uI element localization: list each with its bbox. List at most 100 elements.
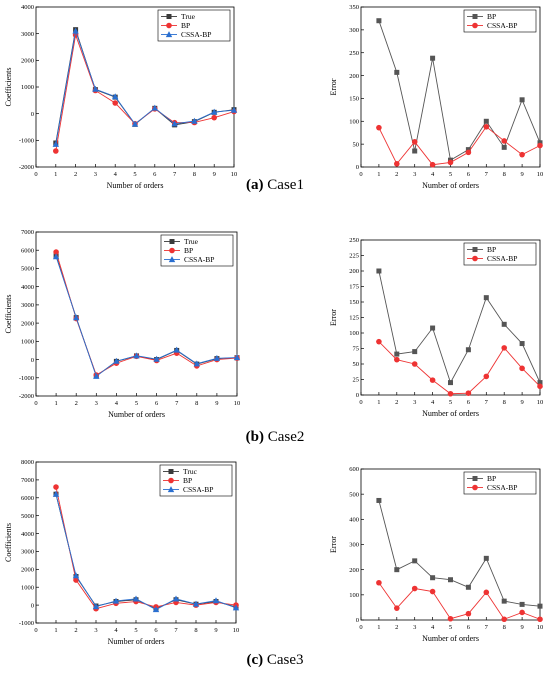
data-point — [376, 124, 382, 131]
data-point — [171, 120, 178, 127]
legend-marker — [167, 486, 175, 493]
y-tick-label: 400 — [349, 517, 359, 524]
data-point — [465, 347, 471, 353]
data-point — [133, 352, 140, 359]
data-point — [501, 321, 507, 327]
legend-label: BP — [183, 476, 192, 485]
y-tick-label: -1000 — [19, 375, 34, 382]
caption-case3: (c) Case3 — [0, 652, 550, 669]
data-point — [191, 117, 198, 124]
x-tick-label: 4 — [431, 171, 435, 178]
x-tick-label: 9 — [214, 627, 217, 634]
data-point — [73, 314, 80, 321]
y-tick-label: 200 — [349, 268, 359, 275]
legend-marker — [472, 476, 478, 481]
x-tick-label: 3 — [413, 171, 416, 178]
data-point — [173, 346, 180, 353]
y-tick-label: 0 — [31, 111, 34, 118]
data-point — [153, 355, 160, 362]
x-tick-label: 8 — [195, 400, 198, 407]
legend-marker — [472, 255, 478, 262]
x-axis-label: Number of orders — [422, 634, 479, 643]
data-point — [53, 484, 59, 490]
x-tick-label: 8 — [503, 171, 506, 178]
legend-box — [463, 471, 537, 495]
legend-label: True — [181, 12, 196, 21]
data-point — [193, 360, 200, 367]
x-tick-label: 2 — [395, 171, 398, 178]
y-tick-label: 200 — [349, 567, 359, 574]
x-tick-label: 10 — [537, 171, 544, 178]
x-tick-label: 0 — [359, 624, 362, 631]
y-tick-label: 175 — [349, 284, 359, 291]
y-tick-label: -2000 — [19, 393, 34, 400]
y-tick-label: 5000 — [21, 266, 34, 273]
legend-marker — [472, 484, 478, 491]
series-cssa-bp — [52, 253, 241, 379]
data-point — [53, 249, 59, 255]
data-point — [465, 584, 471, 590]
caption-case2-text: Case2 — [263, 429, 305, 445]
data-point — [501, 598, 507, 604]
data-point — [411, 585, 418, 592]
y-tick-label: 350 — [349, 4, 359, 11]
legend-label: BP — [184, 246, 193, 255]
data-point — [483, 373, 490, 380]
legend-marker — [169, 247, 175, 254]
series-bp — [53, 249, 240, 378]
legend-marker — [472, 247, 478, 252]
data-point — [537, 603, 543, 609]
legend-marker — [169, 239, 175, 244]
data-point — [412, 349, 418, 355]
chart-case1-error: 0 1 2 3 4 5 6 7 8 9 10050100150200250300350Number … — [329, 4, 543, 190]
series-cssa-bp — [376, 123, 543, 168]
x-tick-label: 6 — [155, 400, 159, 407]
x-tick-label: 0 — [34, 400, 37, 407]
legend-marker — [165, 31, 173, 38]
y-tick-label: 7000 — [21, 477, 34, 484]
data-point — [519, 365, 525, 372]
series-line — [55, 29, 235, 144]
data-point — [52, 253, 60, 260]
x-tick-label: 7 — [173, 171, 177, 178]
x-tick-label: 9 — [520, 399, 523, 406]
y-tick-label: 50 — [353, 361, 360, 368]
y-tick-label: 100 — [349, 118, 359, 125]
y-tick-label: 300 — [349, 542, 359, 549]
y-tick-label: 0 — [356, 392, 359, 399]
y-tick-label: 75 — [353, 346, 360, 353]
data-point — [72, 572, 80, 579]
data-point — [230, 106, 238, 113]
legend-label: BP — [181, 21, 190, 30]
y-tick-label: 125 — [349, 315, 359, 322]
caption-case2-letter: (b) — [245, 429, 264, 445]
chart-case2-error: 0 1 2 3 4 5 6 7 8 9 100255075100125150175200225250… — [329, 237, 543, 418]
x-tick-label: 3 — [94, 171, 97, 178]
caption-case1-text: Case1 — [263, 177, 304, 193]
data-point — [376, 338, 382, 345]
data-point — [113, 357, 120, 364]
caption-case1-letter: (a) — [246, 177, 264, 193]
data-point — [151, 104, 158, 111]
legend-box — [463, 9, 537, 33]
y-tick-label: 600 — [349, 466, 359, 473]
y-tick-label: 250 — [349, 50, 359, 57]
x-tick-label: 5 — [134, 627, 137, 634]
x-tick-label: 3 — [413, 624, 416, 631]
data-point — [430, 55, 436, 61]
data-point — [192, 600, 200, 607]
x-tick-label: 5 — [135, 400, 138, 407]
x-tick-label: 7 — [175, 400, 179, 407]
x-tick-label: 3 — [94, 627, 97, 634]
data-point — [213, 354, 221, 361]
x-tick-label: 0 — [34, 627, 37, 634]
data-point — [73, 577, 79, 583]
series-line — [55, 251, 238, 376]
x-tick-label: 3 — [95, 400, 98, 407]
y-tick-label: 4000 — [21, 531, 34, 538]
y-tick-label: 4000 — [21, 4, 34, 11]
x-tick-label: 7 — [485, 171, 489, 178]
data-point — [72, 27, 79, 34]
